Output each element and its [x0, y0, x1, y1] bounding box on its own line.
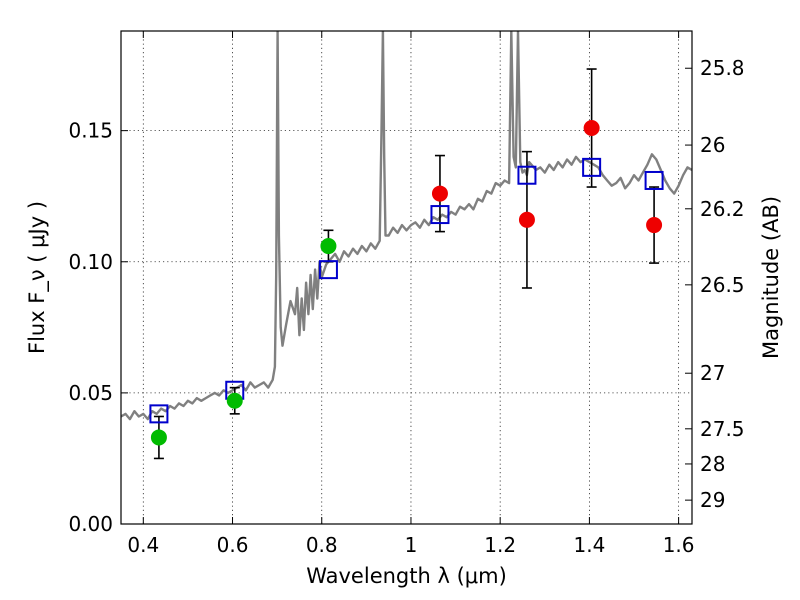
model-square-marker: [318, 260, 338, 280]
plot-data: [121, 31, 692, 460]
model-square-marker: [149, 404, 169, 424]
x-tick-label: 1.2: [484, 533, 516, 557]
x-tick-label: 0.8: [306, 533, 338, 557]
green-point: [226, 392, 243, 409]
red-point: [583, 120, 600, 137]
right-tick-label: 26.2: [700, 197, 745, 221]
plot-frame: [120, 30, 693, 525]
grid-lines: [121, 31, 692, 524]
right-tick-label: 26: [700, 133, 725, 157]
model-square-marker: [644, 170, 664, 190]
model-square-marker: [517, 165, 537, 185]
x-tick-label: 0.4: [127, 533, 159, 557]
x-axis-label: Wavelength λ (μm): [306, 564, 507, 588]
x-tick-label: 1.4: [573, 533, 605, 557]
red-point: [518, 211, 535, 228]
x-tick-label: 0.6: [217, 533, 249, 557]
red-point: [646, 217, 663, 234]
model-square-marker: [582, 157, 602, 177]
spectrum-line: [121, 31, 692, 421]
right-tick-label: 27: [700, 361, 725, 385]
right-tick-label: 27.5: [700, 417, 745, 441]
green-point: [150, 429, 167, 446]
y-tick-label: 0.10: [68, 250, 113, 274]
y-tick-label: 0.00: [68, 512, 113, 536]
model-square-marker: [430, 205, 450, 225]
y-axis-label: Flux F_ν ( μJy ): [25, 201, 50, 354]
right-tick-label: 26.5: [700, 273, 745, 297]
y-tick-label: 0.05: [68, 381, 113, 405]
y-tick-label: 0.15: [68, 119, 113, 143]
right-tick-label: 29: [700, 488, 725, 512]
right-tick-label: 25.8: [700, 56, 745, 80]
x-tick-label: 1: [405, 533, 418, 557]
red-point: [431, 185, 448, 202]
green-point: [320, 238, 337, 255]
right-axis-label: Magnitude (AB): [759, 196, 783, 359]
axis-ticks: 0.4 0.6 0.8 1 1.2 1.4 1.6 0.00 0.05 0.10 0.15 25.8 2…: [68, 31, 745, 557]
x-tick-label: 1.6: [663, 533, 695, 557]
right-tick-label: 28: [700, 452, 725, 476]
